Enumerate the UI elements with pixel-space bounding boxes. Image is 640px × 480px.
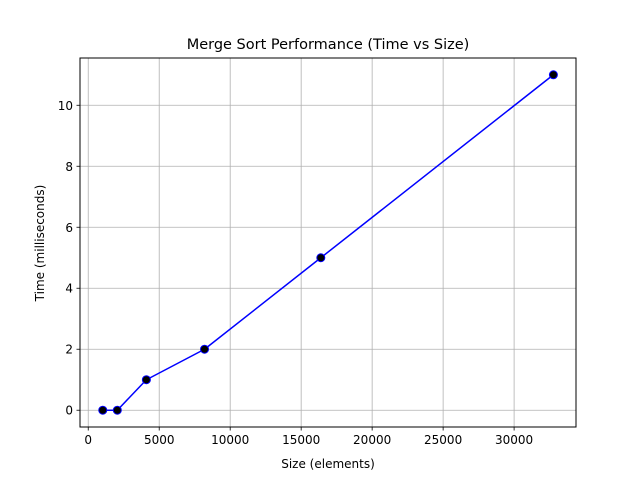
y-axis-title: Time (milliseconds) — [33, 185, 47, 303]
series-group — [98, 70, 558, 415]
data-point — [316, 253, 326, 263]
data-point — [98, 405, 108, 415]
data-point — [548, 70, 558, 80]
y-tick-label: 2 — [65, 343, 73, 357]
grid — [80, 58, 576, 427]
y-tick-label: 8 — [65, 160, 73, 174]
x-axis-title: Size (elements) — [281, 457, 375, 471]
x-tick-label: 25000 — [424, 433, 462, 447]
chart-title: Merge Sort Performance (Time vs Size) — [187, 37, 470, 53]
y-tick-label: 6 — [65, 221, 73, 235]
x-tick-label: 15000 — [282, 433, 320, 447]
data-point — [200, 344, 210, 354]
y-tick-label: 0 — [65, 404, 73, 418]
data-point — [112, 405, 122, 415]
x-tick-label: 0 — [84, 433, 92, 447]
y-tick-label: 10 — [58, 99, 73, 113]
x-tick-label: 5000 — [144, 433, 175, 447]
x-tick-label: 20000 — [353, 433, 391, 447]
data-point — [141, 375, 151, 385]
x-tick-label: 10000 — [211, 433, 249, 447]
x-tick-label: 30000 — [495, 433, 533, 447]
y-tick-label: 4 — [65, 282, 73, 296]
ticks: 0 5000 10000 15000 20000 25000 30000 0 2 4 6 8 10 — [58, 99, 533, 447]
plot-frame — [79, 57, 577, 428]
